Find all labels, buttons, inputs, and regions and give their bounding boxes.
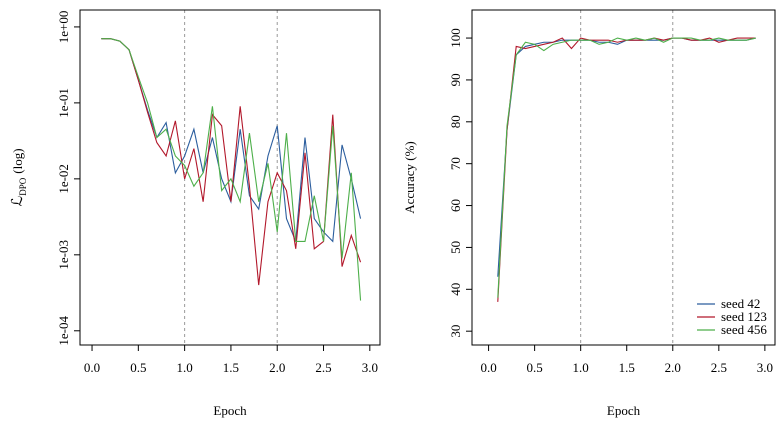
x-tick-label: 2.0: [665, 360, 681, 375]
y-tick-label: 1e-03: [56, 240, 71, 270]
y-axis-label-subscript: DPO: [18, 177, 28, 196]
x-axis-label: Epoch: [213, 403, 247, 418]
y-axis-label: Accuracy (%): [402, 141, 417, 214]
data-line: [497, 37, 756, 302]
x-tick-label: 0.5: [527, 360, 543, 375]
y-tick-label: 100: [448, 28, 463, 48]
y-tick-label: 40: [448, 283, 463, 296]
y-tick-label: 90: [448, 73, 463, 86]
x-tick-label: 2.5: [711, 360, 727, 375]
x-tick-label: 0.0: [480, 360, 496, 375]
data-line: [101, 38, 362, 301]
plot-box: [79, 9, 381, 346]
y-tick-label: 80: [448, 115, 463, 128]
y-tick-label: 1e-04: [56, 315, 71, 345]
y-axis-label: ℒDPO (log): [10, 148, 28, 206]
y-tick-label: 1e+00: [56, 11, 71, 44]
x-tick-label: 3.0: [757, 360, 773, 375]
x-tick-label: 1.5: [619, 360, 635, 375]
y-axis-label-suffix: (log): [10, 148, 25, 173]
x-tick-label: 2.5: [315, 360, 331, 375]
data-line: [101, 38, 362, 243]
y-tick-label: 1e-02: [56, 164, 71, 194]
x-tick-label: 1.0: [177, 360, 193, 375]
data-line: [497, 37, 756, 298]
y-axis-label-symbol: ℒ: [10, 196, 26, 207]
x-tick-label: 1.0: [573, 360, 589, 375]
x-tick-label: 3.0: [362, 360, 378, 375]
y-tick-label: 70: [448, 157, 463, 170]
x-tick-label: 2.0: [269, 360, 285, 375]
x-axis-label: Epoch: [607, 403, 641, 418]
y-tick-label: 60: [448, 199, 463, 212]
legend-label: seed 123: [721, 309, 767, 324]
data-line: [497, 37, 756, 277]
data-line: [101, 38, 362, 286]
legend-label: seed 456: [721, 322, 767, 337]
plot-box: [471, 9, 776, 346]
y-tick-label: 1e-01: [56, 88, 71, 118]
x-tick-label: 0.0: [84, 360, 100, 375]
x-tick-label: 0.5: [130, 360, 146, 375]
legend-label: seed 42: [721, 296, 760, 311]
y-tick-label: 30: [448, 325, 463, 338]
y-tick-label: 50: [448, 241, 463, 254]
x-tick-label: 1.5: [223, 360, 239, 375]
